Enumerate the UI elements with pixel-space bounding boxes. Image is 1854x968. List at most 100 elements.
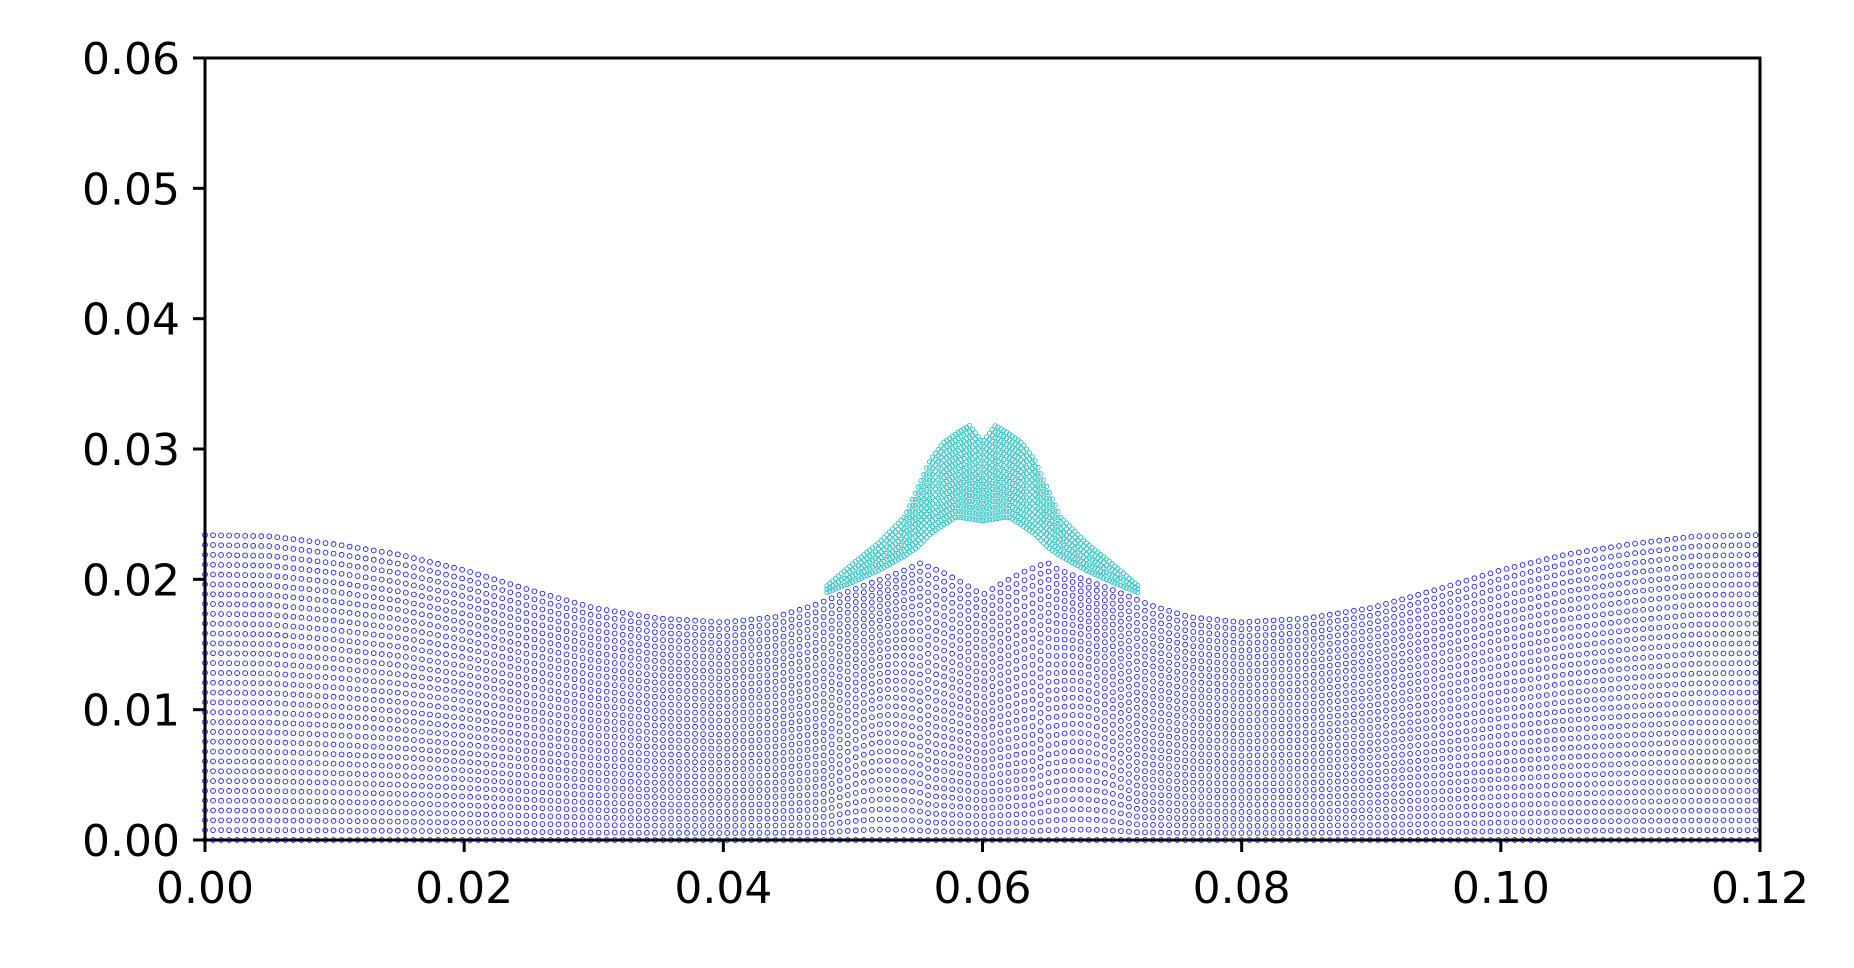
bed-particle <box>451 670 457 677</box>
bed-particle <box>314 798 321 805</box>
bed-particle <box>362 818 369 825</box>
bed-particle <box>354 563 361 570</box>
bed-particle <box>362 630 369 637</box>
bed-particle <box>378 827 385 834</box>
bed-particle <box>378 809 385 815</box>
bed-particle <box>282 574 289 580</box>
bed-particle <box>394 717 401 724</box>
bed-particle <box>314 635 321 642</box>
bed-particle <box>411 600 417 607</box>
bed-particle <box>411 673 417 680</box>
bed-particle <box>242 827 249 834</box>
bed-particle <box>386 577 393 584</box>
bed-particle <box>258 680 265 687</box>
bed-particle <box>467 733 473 740</box>
bed-particle <box>427 792 433 799</box>
bed-particle <box>306 586 313 593</box>
bed-particle <box>443 660 449 666</box>
bed-particle <box>491 820 498 827</box>
bed-particle <box>443 695 449 702</box>
bed-particle <box>330 722 337 729</box>
bed-particle <box>322 578 329 585</box>
bed-particle <box>394 579 401 585</box>
bed-particle <box>274 710 281 716</box>
bed-particle <box>451 749 457 756</box>
bed-particle <box>234 591 240 598</box>
bed-particle <box>386 670 393 677</box>
bed-particle <box>242 650 249 657</box>
bed-particle <box>467 716 473 722</box>
bed-particle <box>491 576 498 583</box>
bed-particle <box>218 719 224 725</box>
bed-particle <box>346 704 353 711</box>
bed-particle <box>459 610 465 617</box>
bed-particle <box>403 562 409 569</box>
bed-particle <box>346 609 353 616</box>
bed-particle <box>338 732 345 739</box>
bed-particle <box>483 590 490 597</box>
bed-particle <box>282 642 289 649</box>
bed-particle <box>475 605 482 612</box>
bed-particle <box>427 657 433 664</box>
bed-particle <box>218 552 224 558</box>
bed-particle <box>475 691 482 698</box>
bed-particle <box>330 674 337 681</box>
bed-particle <box>475 665 482 672</box>
bed-particle <box>266 592 273 598</box>
bed-particle <box>274 768 281 775</box>
bed-particle <box>250 788 257 794</box>
bed-particle <box>362 771 369 778</box>
bed-particle <box>306 702 313 708</box>
bed-particle <box>282 739 289 746</box>
bed-particle <box>378 772 385 778</box>
bed-particle <box>282 768 289 775</box>
bed-particle <box>411 809 417 816</box>
bed-particle <box>210 650 216 657</box>
bed-particle <box>394 662 401 668</box>
bed-particle <box>250 591 257 598</box>
bed-particle <box>362 658 369 665</box>
bed-particle <box>362 827 369 834</box>
bed-particle <box>475 640 482 646</box>
bed-particle <box>242 591 249 598</box>
bed-particle <box>306 605 313 612</box>
bed-particle <box>427 783 433 790</box>
bed-particle <box>483 828 490 835</box>
bed-particle <box>370 622 377 629</box>
bed-particle <box>411 627 417 634</box>
bed-particle <box>362 649 369 656</box>
bed-particle <box>403 754 409 761</box>
bed-particle <box>354 667 361 674</box>
bed-particle <box>499 653 506 660</box>
bed-particle <box>499 812 506 818</box>
bed-particle <box>475 571 482 578</box>
bed-particle <box>274 700 281 707</box>
bed-particle <box>354 554 361 561</box>
bed-particle <box>282 691 289 697</box>
bed-particle <box>386 587 393 593</box>
bed-particle <box>435 819 441 826</box>
bed-particle <box>354 771 361 777</box>
bed-particle <box>290 701 297 707</box>
bed-particle <box>234 758 240 765</box>
bed-particle <box>298 643 305 650</box>
bed-particle <box>403 644 409 651</box>
bed-particle <box>314 712 321 718</box>
bed-particle <box>427 594 433 601</box>
bed-particle <box>467 577 473 584</box>
bed-particle <box>346 572 353 578</box>
bed-particle <box>282 798 289 804</box>
bed-particle <box>314 789 321 795</box>
bed-particle <box>491 610 498 616</box>
bed-particle <box>427 747 433 754</box>
bed-particle <box>491 660 498 667</box>
bed-particle <box>362 668 369 674</box>
bed-particle <box>499 762 506 768</box>
bed-particle <box>274 827 281 834</box>
bed-particle <box>266 797 273 804</box>
bed-particle <box>362 743 369 750</box>
bed-particle <box>306 596 313 602</box>
bed-particle <box>346 628 353 635</box>
bed-particle <box>411 564 417 571</box>
bed-particle <box>314 750 321 757</box>
